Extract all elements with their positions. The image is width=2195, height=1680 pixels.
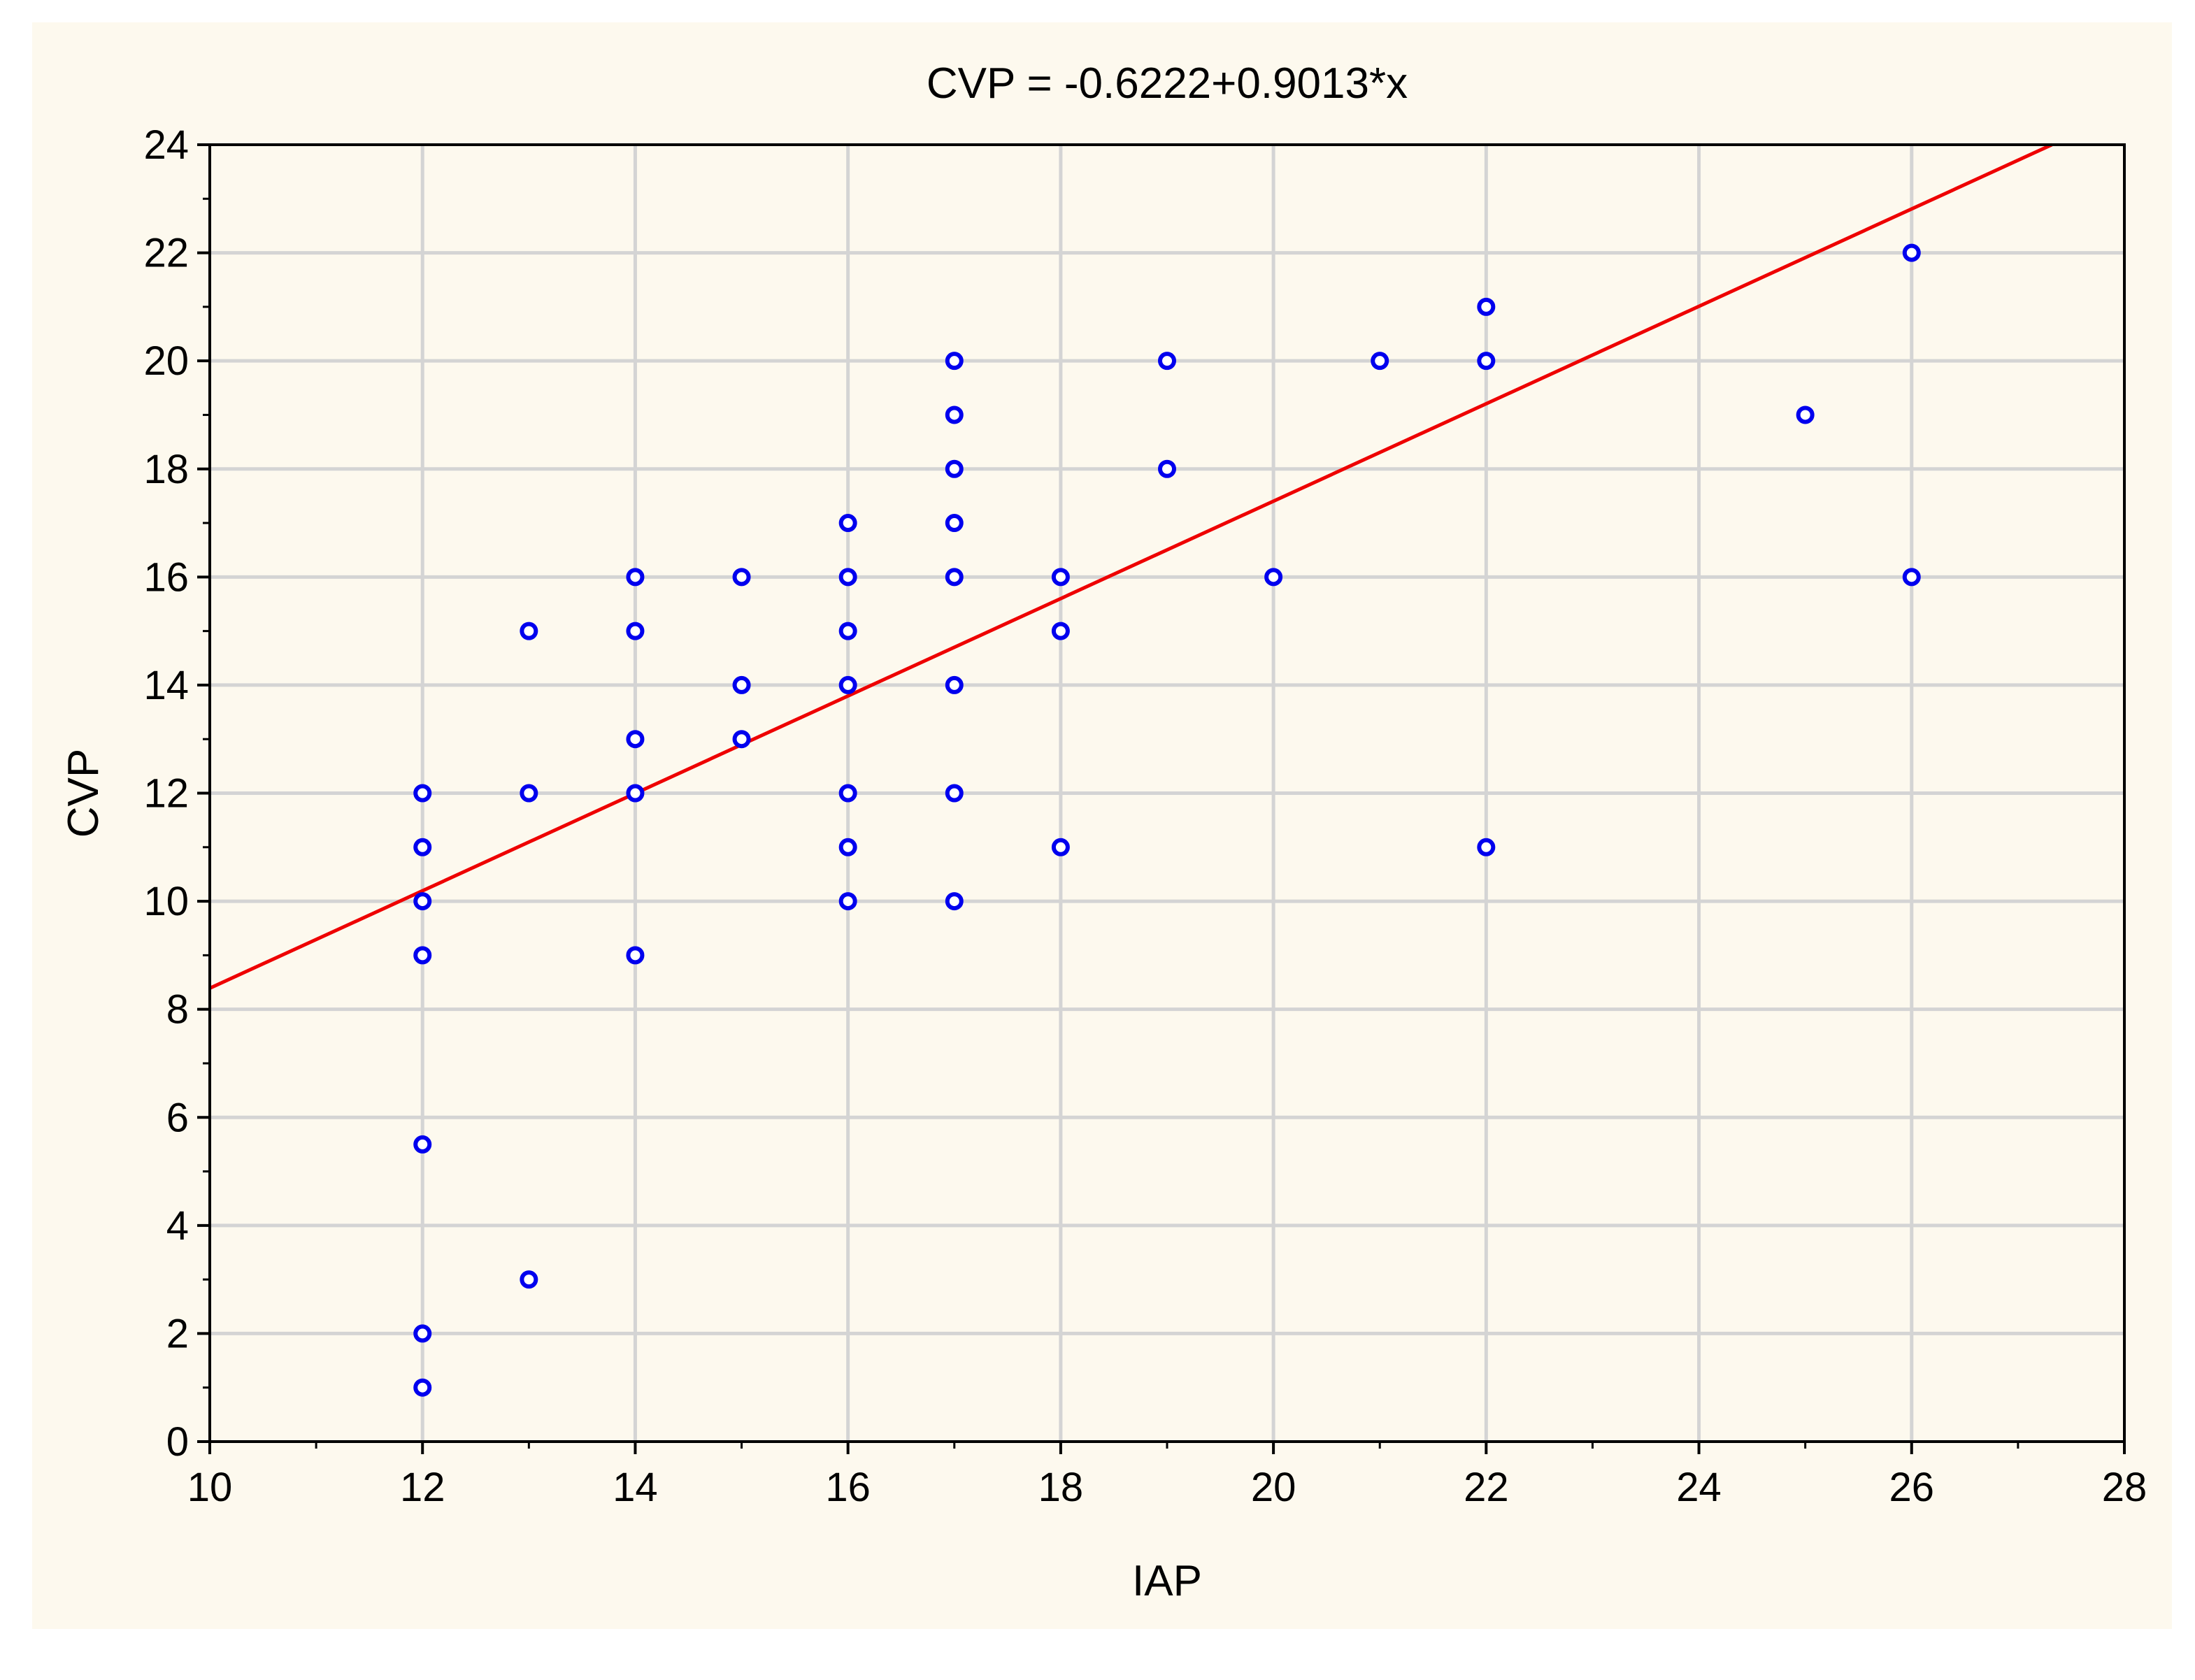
data-point bbox=[1477, 838, 1496, 856]
x-tick-label: 20 bbox=[1251, 1465, 1296, 1510]
data-point bbox=[520, 1270, 538, 1289]
x-tick-label: 10 bbox=[187, 1465, 233, 1510]
data-point bbox=[838, 514, 857, 533]
data-point bbox=[1477, 352, 1496, 371]
regression-line bbox=[208, 143, 2053, 990]
data-point bbox=[945, 784, 964, 803]
y-tick-label: 10 bbox=[143, 879, 189, 924]
data-point bbox=[520, 784, 538, 803]
data-point bbox=[626, 730, 645, 749]
data-point bbox=[413, 1135, 432, 1154]
data-point bbox=[1477, 297, 1496, 316]
y-tick-label: 16 bbox=[143, 554, 189, 600]
data-point bbox=[626, 946, 645, 965]
data-point bbox=[838, 568, 857, 587]
x-axis-title: IAP bbox=[1132, 1557, 1202, 1605]
y-tick-label: 24 bbox=[143, 122, 189, 168]
x-tick-label: 22 bbox=[1464, 1465, 1509, 1510]
data-point bbox=[1158, 352, 1176, 371]
data-point bbox=[945, 675, 964, 694]
x-tick-label: 14 bbox=[613, 1465, 658, 1510]
y-tick-label: 20 bbox=[143, 338, 189, 384]
data-point bbox=[1371, 352, 1389, 371]
data-point bbox=[945, 352, 964, 371]
data-point bbox=[1051, 622, 1070, 640]
y-tick-label: 12 bbox=[143, 771, 189, 817]
data-point bbox=[732, 568, 751, 587]
data-point bbox=[945, 459, 964, 478]
data-point bbox=[1264, 568, 1283, 587]
x-tick-label: 18 bbox=[1038, 1465, 1084, 1510]
regression-line-group bbox=[208, 143, 2053, 990]
x-tick-label: 28 bbox=[2102, 1465, 2147, 1510]
data-point bbox=[838, 838, 857, 856]
y-tick-label: 18 bbox=[143, 447, 189, 492]
data-point bbox=[626, 784, 645, 803]
y-tick-label: 8 bbox=[166, 987, 189, 1033]
data-point bbox=[838, 675, 857, 694]
data-point bbox=[626, 568, 645, 587]
chart-title: CVP = -0.6222+0.9013*x bbox=[927, 59, 1408, 108]
data-point bbox=[838, 892, 857, 911]
data-point bbox=[1158, 459, 1176, 478]
data-point bbox=[413, 784, 432, 803]
y-tick-label: 6 bbox=[166, 1095, 189, 1140]
data-point bbox=[1051, 568, 1070, 587]
x-tick-label: 16 bbox=[825, 1465, 871, 1510]
x-tick-label: 26 bbox=[1889, 1465, 1935, 1510]
data-point bbox=[413, 1378, 432, 1397]
data-point bbox=[413, 892, 432, 911]
y-tick-label: 0 bbox=[166, 1419, 189, 1465]
data-point bbox=[732, 730, 751, 749]
data-point bbox=[413, 946, 432, 965]
x-tick-label: 24 bbox=[1676, 1465, 1722, 1510]
y-tick-label: 22 bbox=[143, 231, 189, 276]
data-point bbox=[1902, 243, 1921, 262]
data-point bbox=[732, 675, 751, 694]
data-point bbox=[1051, 838, 1070, 856]
y-tick-label: 4 bbox=[166, 1203, 189, 1249]
data-point bbox=[945, 568, 964, 587]
data-point bbox=[1796, 405, 1815, 424]
data-point bbox=[1902, 568, 1921, 587]
data-point bbox=[945, 892, 964, 911]
data-point bbox=[626, 622, 645, 640]
y-axis-title: CVP bbox=[59, 749, 108, 838]
data-points bbox=[413, 243, 1921, 1397]
y-tick-label: 2 bbox=[166, 1311, 189, 1356]
x-axis-ticks: 10 12 14 16 18 20 22 24 26 28 bbox=[187, 1442, 2147, 1510]
data-point bbox=[413, 838, 432, 856]
data-point bbox=[838, 622, 857, 640]
x-tick-label: 12 bbox=[400, 1465, 445, 1510]
data-point bbox=[413, 1324, 432, 1343]
data-point bbox=[838, 784, 857, 803]
data-point bbox=[945, 514, 964, 533]
y-tick-label: 14 bbox=[143, 663, 189, 708]
data-point bbox=[520, 622, 538, 640]
grid-lines bbox=[210, 145, 2124, 1442]
scatter-chart: CVP = -0.6222+0.9013*x 10 12 14 16 18 20 22 24 2… bbox=[59, 59, 2147, 1605]
data-point bbox=[945, 405, 964, 424]
chart-panel: CVP = -0.6222+0.9013*x 10 12 14 16 18 20 22 24 2… bbox=[32, 22, 2172, 1629]
